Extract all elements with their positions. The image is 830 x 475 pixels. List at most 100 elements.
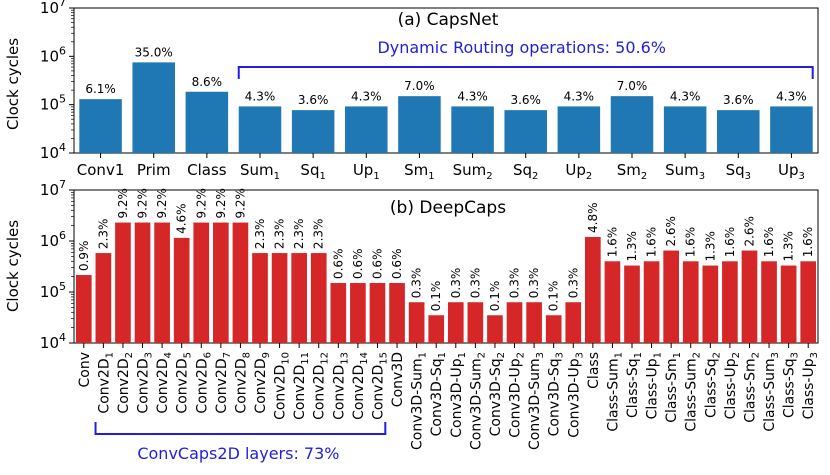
bar-conv2d6 [193, 222, 210, 343]
bar-sm2 [610, 96, 654, 153]
x-tick-label: Sq1 [300, 161, 325, 182]
data-label: 9.2% [116, 188, 130, 219]
x-tick-label: Conv3D-Up2 [508, 352, 527, 438]
bar-sm1 [398, 96, 441, 153]
chart-capsnet: 104 105 106 107 Clock cycles (a) CapsNet 6.1% C… [4, 0, 819, 182]
x-tick-label: Class-Sq2 [703, 352, 722, 418]
x-tick-label: Sum1 [240, 161, 280, 182]
annotation-label: ConvCaps2D layers: 73% [137, 444, 339, 463]
x-tick-label: Conv2D7 [214, 352, 233, 414]
annotation-label: Dynamic Routing operations: 50.6% [377, 38, 666, 57]
bar-sum2 [451, 106, 494, 153]
annotation-bracket [94, 422, 387, 435]
bar-class [585, 236, 601, 343]
bar-conv3d [389, 283, 405, 343]
x-tick-label: Class-Sm1 [664, 352, 683, 423]
data-label: 35.0% [135, 45, 173, 59]
bar-class-sq3 [780, 265, 797, 343]
x-tick-label: Conv2D2 [116, 352, 135, 414]
bar-conv1 [79, 99, 122, 153]
bar-conv3d-up3 [565, 302, 582, 343]
data-label: 7.0% [617, 79, 648, 93]
y-axis-label: Clock cycles [4, 220, 22, 312]
x-tick-label: Sm1 [404, 161, 435, 182]
x-tick-label: Up1 [353, 161, 380, 182]
bar-class-sum3 [761, 261, 777, 343]
data-label: 4.3% [670, 89, 701, 103]
bar-conv2d11 [291, 253, 307, 343]
data-label: 9.2% [136, 188, 150, 219]
bar-conv2d8 [232, 222, 249, 343]
bar-conv3d-sq1 [428, 315, 445, 343]
bar-conv2d2 [115, 222, 131, 343]
data-label: 0.1% [429, 281, 443, 312]
x-tick-label: Conv2D1 [96, 352, 115, 414]
x-tick-label: Conv2D4 [155, 352, 174, 414]
x-tick-label: Conv3D-Sum3 [527, 352, 546, 450]
bar-conv [75, 275, 92, 343]
data-label: 7.0% [404, 79, 435, 93]
x-tick-label: Class [586, 352, 602, 389]
x-tick-label: Up3 [778, 161, 805, 182]
bar-prim [132, 62, 175, 153]
data-label: 6.1% [85, 82, 116, 96]
bar-class [185, 91, 229, 153]
bar-conv2d15 [369, 283, 386, 343]
data-label: 0.3% [527, 268, 541, 299]
x-tick-label: Class-Sq3 [782, 352, 801, 418]
data-label: 2.3% [292, 219, 306, 250]
x-tick-label: Conv2D5 [175, 352, 194, 414]
data-label: 4.3% [457, 89, 488, 103]
data-label: 4.3% [351, 89, 382, 103]
bar-conv2d7 [213, 222, 229, 343]
y-tick-label: 104 [40, 141, 66, 162]
x-tick-label: Conv3D-Sq3 [547, 352, 566, 436]
x-tick-label: Conv2D3 [136, 352, 155, 414]
y-tick-label: 105 [40, 280, 66, 301]
data-label: 9.2% [214, 188, 228, 219]
x-tick-label: Conv2D13 [331, 352, 350, 420]
data-label: 4.3% [245, 89, 276, 103]
data-label: 0.6% [331, 249, 345, 280]
y-tick-label: 106 [40, 229, 66, 250]
bar-conv3d-up2 [506, 302, 523, 343]
x-tick-label: Class-Sum2 [684, 352, 703, 432]
data-label: 1.6% [762, 227, 776, 258]
plot-frame [73, 7, 819, 154]
bar-sq3 [717, 110, 760, 153]
chart-title: (a) CapsNet [398, 10, 499, 30]
data-label: 9.2% [233, 188, 247, 219]
x-tick-label: Class [187, 161, 227, 179]
x-tick-label: Conv2D8 [233, 352, 252, 414]
x-tick-label: Class-Sm2 [742, 352, 761, 423]
bar-conv3d-sum2 [467, 302, 484, 343]
x-tick-label: Conv3D-Sum1 [410, 352, 429, 450]
data-label: 2.3% [273, 219, 287, 250]
data-label: 3.6% [298, 93, 329, 107]
data-label: 0.6% [370, 249, 384, 280]
data-label: 0.3% [468, 268, 482, 299]
bar-conv2d10 [271, 253, 288, 343]
data-label: 0.3% [508, 268, 522, 299]
bar-up3 [770, 106, 813, 153]
x-tick-label: Sq3 [726, 161, 751, 182]
x-tick-label: Conv2D10 [273, 352, 292, 420]
bar-class-sm1 [663, 250, 679, 343]
bar-class-sm2 [741, 250, 758, 343]
bar-conv2d12 [310, 253, 327, 343]
bar-conv3d-up1 [447, 302, 464, 343]
x-tick-label: Conv3D-Sq2 [488, 352, 507, 436]
x-tick-label: Class-Up2 [723, 352, 742, 419]
data-label: 4.8% [586, 202, 600, 233]
y-axis-label: Clock cycles [4, 38, 22, 130]
bar-conv2d9 [252, 253, 268, 343]
x-tick-label: Conv2D6 [194, 352, 213, 414]
data-label: 1.6% [605, 227, 619, 258]
x-tick-label: Conv3D-Up3 [566, 352, 585, 438]
x-tick-label: Conv3D-Sq1 [429, 352, 448, 436]
bar-sum3 [663, 106, 707, 153]
data-label: 0.3% [449, 268, 463, 299]
chart-deepcaps: 104 105 106 107 Clock cycles (b) DeepCaps 0.9%… [4, 178, 820, 463]
x-tick-label: Conv2D12 [312, 352, 331, 420]
